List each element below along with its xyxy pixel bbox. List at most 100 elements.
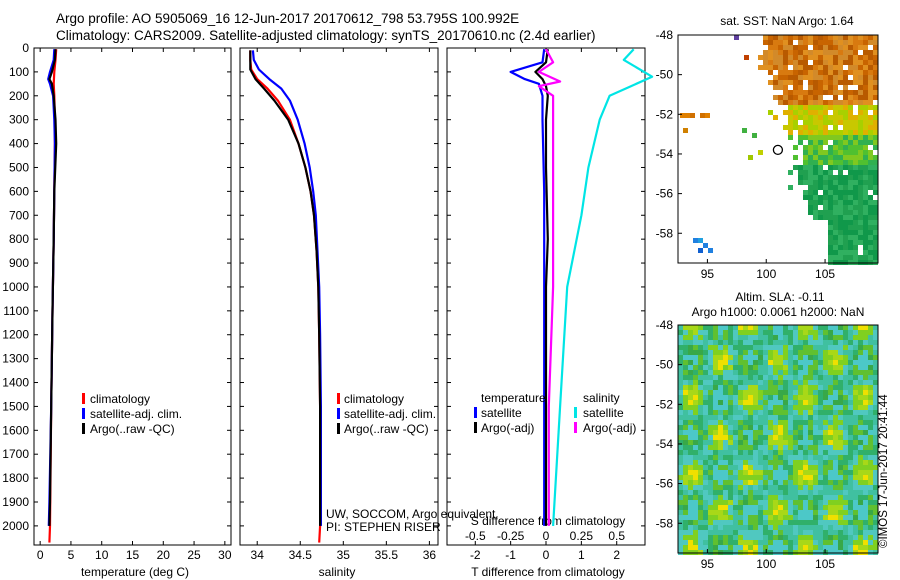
sla-cell <box>718 380 723 385</box>
sla-cell <box>853 435 858 440</box>
difference-panel: T difference from climatology S differen… <box>446 47 654 579</box>
sla-cell <box>843 450 848 455</box>
sla-cell <box>688 380 693 385</box>
sla-cell <box>703 360 708 365</box>
sst-cell <box>828 185 833 190</box>
sla-cell <box>683 405 688 410</box>
sla-cell <box>863 410 868 415</box>
sla-cell <box>763 545 768 550</box>
sla-cell <box>793 415 798 420</box>
x2-tick-label: -0.5 <box>465 529 486 543</box>
sla-cell <box>868 380 873 385</box>
sst-cell <box>818 130 823 135</box>
sla-map-subtitle: Argo h1000: 0.0061 h2000: NaN <box>692 305 865 319</box>
sst-cell <box>833 220 838 225</box>
sst-cell <box>848 35 853 40</box>
sst-cell <box>828 210 833 215</box>
map-x-tick-label: 95 <box>701 557 715 571</box>
sst-cell <box>833 50 838 55</box>
sla-cell <box>698 370 703 375</box>
sla-cell <box>733 375 738 380</box>
sla-cell <box>803 370 808 375</box>
sla-cell <box>863 380 868 385</box>
sla-cell <box>768 350 773 355</box>
sla-cell <box>758 375 763 380</box>
sla-cell <box>768 365 773 370</box>
temperature-axes-frame <box>33 47 232 546</box>
sla-cell <box>723 445 728 450</box>
sst-cell <box>843 120 848 125</box>
sla-cell <box>798 415 803 420</box>
sla-cell <box>813 485 818 490</box>
sst-cell <box>768 50 773 55</box>
sla-cell <box>798 400 803 405</box>
sst-cell <box>813 35 818 40</box>
sla-cell <box>748 445 753 450</box>
sla-cell <box>693 360 698 365</box>
sla-cell <box>698 365 703 370</box>
sla-cell <box>738 375 743 380</box>
sla-cell <box>793 480 798 485</box>
sst-cell <box>853 125 858 130</box>
sla-cell <box>758 385 763 390</box>
sla-cell <box>678 510 683 515</box>
sla-cell <box>783 385 788 390</box>
sst-cell <box>863 255 868 260</box>
sst-cell <box>833 205 838 210</box>
sla-cell <box>728 455 733 460</box>
sla-cell <box>718 475 723 480</box>
sla-cell <box>783 485 788 490</box>
sla-cell <box>788 420 793 425</box>
sst-cell <box>823 130 828 135</box>
sla-cell <box>708 470 713 475</box>
sla-cell <box>813 430 818 435</box>
sla-cell <box>723 545 728 550</box>
sla-cell <box>823 475 828 480</box>
sla-cell <box>763 355 768 360</box>
sla-cell <box>858 510 863 515</box>
sst-cell <box>853 120 858 125</box>
sla-cell <box>783 440 788 445</box>
sla-cell <box>693 475 698 480</box>
sst-cell <box>813 125 818 130</box>
sla-cell <box>733 405 738 410</box>
sla-cell <box>858 395 863 400</box>
sla-cell <box>743 530 748 535</box>
sla-cell <box>733 435 738 440</box>
sla-cell <box>748 415 753 420</box>
sla-cell <box>748 395 753 400</box>
sla-cell <box>703 410 708 415</box>
sla-cell <box>778 500 783 505</box>
sla-cell <box>798 485 803 490</box>
sla-cell <box>758 435 763 440</box>
sla-cell <box>858 400 863 405</box>
sla-cell <box>788 530 793 535</box>
sst-cell <box>813 175 818 180</box>
sla-cell <box>763 520 768 525</box>
sla-cell <box>788 470 793 475</box>
sla-cell <box>733 410 738 415</box>
sla-cell <box>788 500 793 505</box>
sst-cell <box>873 220 878 225</box>
sla-cell <box>678 355 683 360</box>
sla-cell <box>763 490 768 495</box>
sla-cell <box>723 530 728 535</box>
sla-cell <box>723 360 728 365</box>
sla-cell <box>833 365 838 370</box>
sla-cell <box>748 380 753 385</box>
sst-cell <box>858 190 863 195</box>
sla-cell <box>678 380 683 385</box>
sla-cell <box>813 495 818 500</box>
sla-cell <box>683 475 688 480</box>
sla-cell <box>823 395 828 400</box>
sla-cell <box>778 445 783 450</box>
y-tick-label: 1100 <box>3 304 29 318</box>
sla-cell <box>793 505 798 510</box>
sla-cell <box>718 340 723 345</box>
sla-cell <box>678 385 683 390</box>
sst-cell <box>788 35 793 40</box>
sla-cell <box>723 390 728 395</box>
sla-cell <box>813 535 818 540</box>
x-tick-label: 5 <box>68 548 75 562</box>
sla-cell <box>738 485 743 490</box>
